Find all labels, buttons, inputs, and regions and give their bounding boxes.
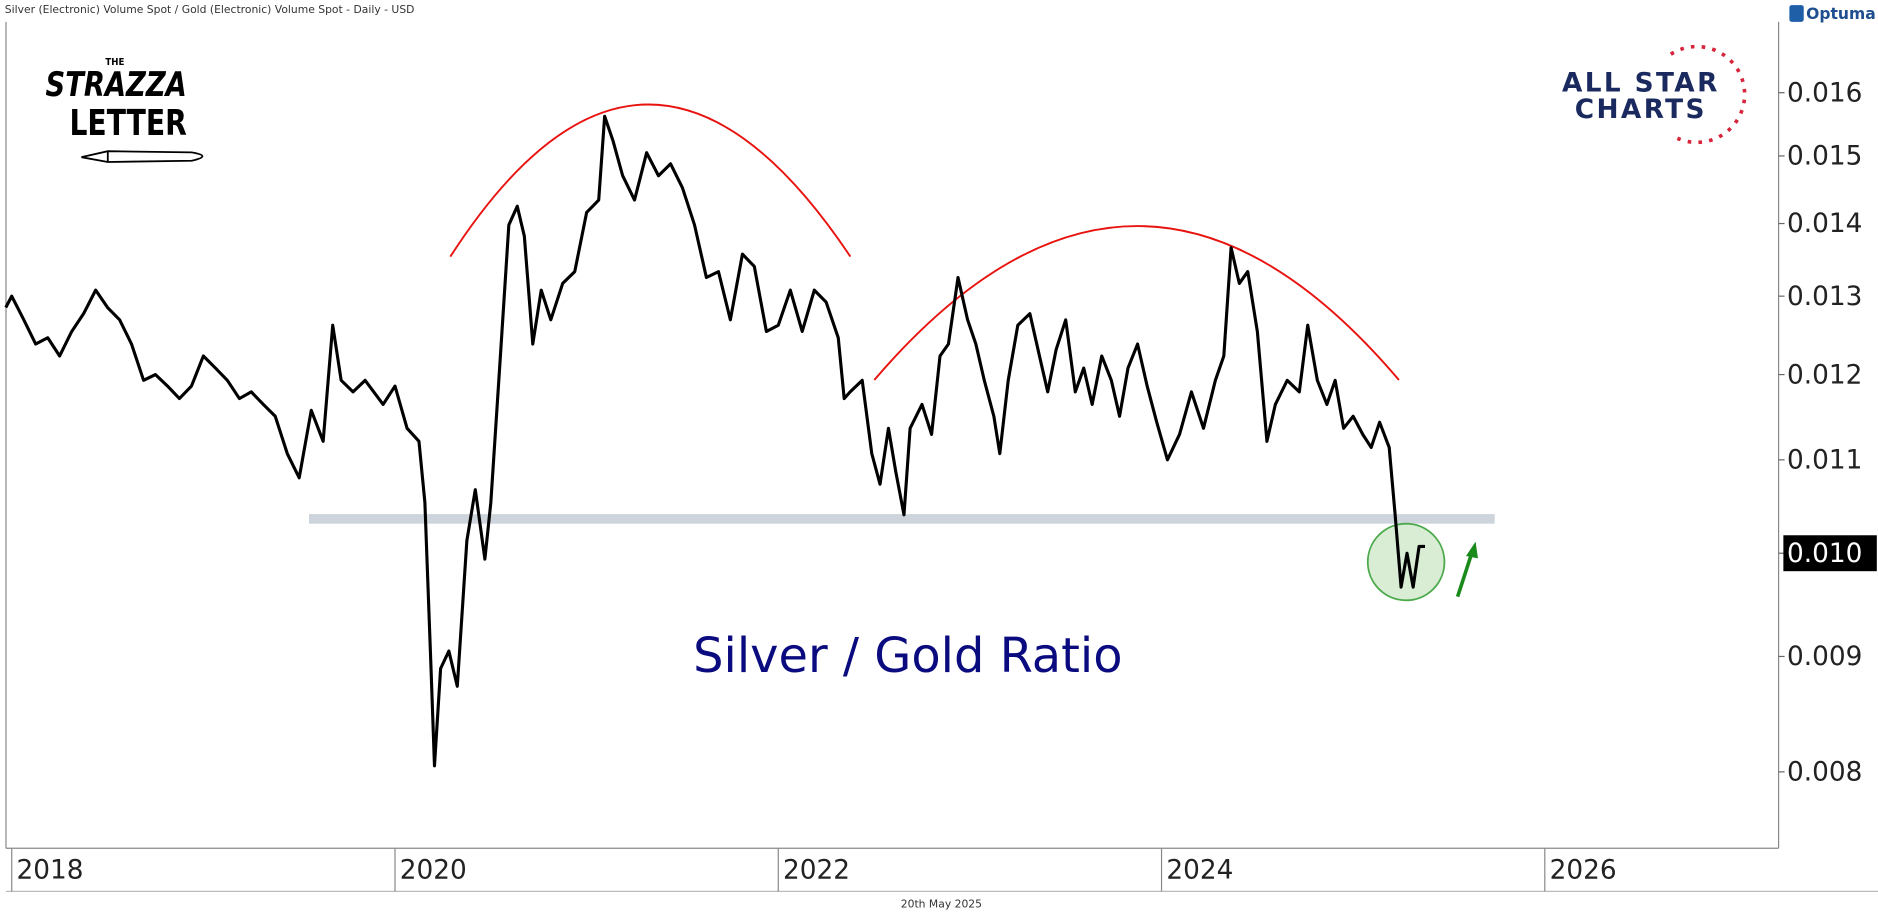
x-tick-label: 2020	[400, 856, 467, 886]
brand: Optuma	[1806, 5, 1876, 23]
brand-icon	[1789, 5, 1804, 22]
logo-text: ALL STAR	[1562, 69, 1720, 99]
x-tick-label: 2018	[17, 856, 84, 886]
y-tick-label: 0.013	[1787, 282, 1862, 312]
support-band	[309, 514, 1495, 524]
chart-header: Silver (Electronic) Volume Spot / Gold (…	[5, 3, 415, 16]
arc	[449, 103, 852, 258]
y-tick-label: 0.014	[1787, 209, 1862, 239]
logo-text: CHARTS	[1575, 95, 1707, 125]
series-line	[4, 114, 1426, 768]
y-tick-label: 0.009	[1787, 642, 1862, 672]
logo-pen	[81, 150, 204, 163]
logo-text: STRAZZA	[46, 65, 187, 104]
footer-date: 20th May 2025	[901, 898, 982, 911]
x-tick-label: 2024	[1166, 856, 1233, 886]
arc	[873, 225, 1400, 381]
y-tick-label: 0.015	[1787, 142, 1862, 172]
logo-right: ALL STAR CHARTS	[1562, 44, 1747, 145]
current-value-box	[1783, 535, 1877, 572]
logo-stars	[1669, 44, 1747, 145]
x-tick-label: 2022	[783, 856, 850, 886]
y-tick-label: 0.010	[1787, 539, 1862, 569]
y-tick-label: 0.012	[1787, 360, 1862, 390]
y-tick-label: 0.011	[1787, 446, 1862, 476]
logo-text: THE	[105, 57, 124, 68]
logo-left: THE STRAZZA LETTER	[46, 57, 204, 163]
y-tick-label: 0.016	[1787, 78, 1862, 108]
chart-annotation: Silver / Gold Ratio	[693, 629, 1122, 684]
x-tick-label: 2026	[1550, 856, 1617, 886]
y-tick-label: 0.008	[1787, 758, 1862, 788]
arrow-head	[1465, 541, 1478, 559]
logo-text: LETTER	[69, 103, 186, 144]
